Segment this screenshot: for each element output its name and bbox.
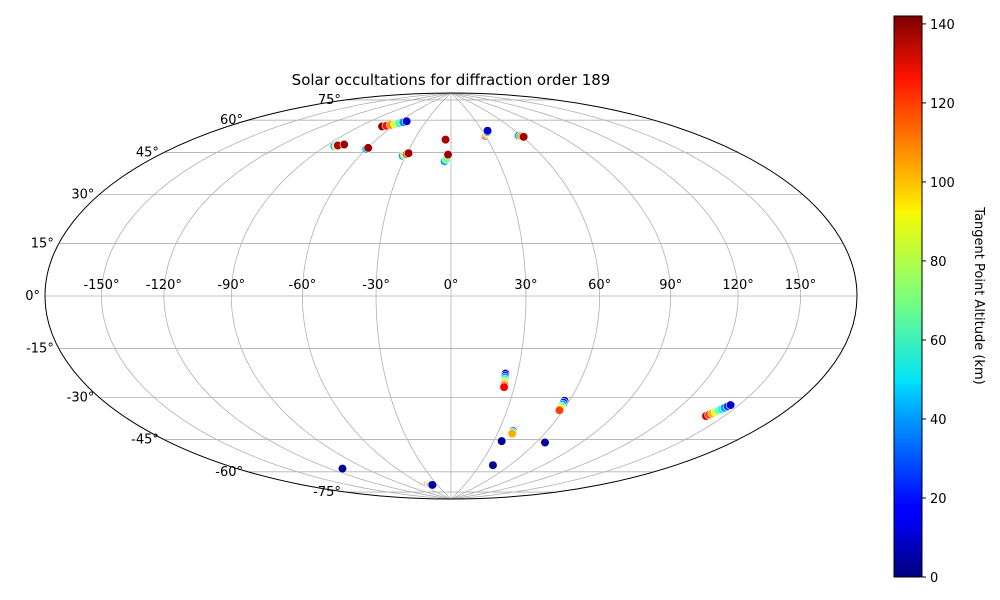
y-tick-label: 15° (31, 236, 54, 251)
y-tick-label: 75° (318, 93, 341, 108)
colorbar-label: Tangent Point Altitude (km) (971, 206, 986, 384)
y-tick-label: -60° (215, 465, 243, 480)
colorbar-scale (893, 15, 923, 578)
colorbar-tick-label: 60 (930, 334, 947, 349)
colorbar-tick-label: 20 (930, 492, 947, 507)
data-point (402, 116, 412, 126)
x-tick-label: 120° (722, 278, 753, 293)
data-point (554, 405, 565, 415)
data-point (339, 139, 349, 150)
x-tick-label: -120° (146, 278, 182, 293)
x-tick-label: 30° (514, 278, 537, 293)
x-tick-label: 150° (785, 278, 816, 293)
x-tick-label: -90° (217, 278, 245, 293)
data-point (507, 428, 517, 439)
y-tick-label: 60° (220, 113, 243, 128)
x-tick-label: 60° (588, 278, 611, 293)
chart-title: Solar occultations for diffraction order… (292, 71, 611, 89)
x-tick-label: 90° (659, 278, 682, 293)
colorbar-ticks: 0 20 40 60 80 100 120 140 (922, 18, 955, 586)
colorbar-tick-label: 0 (930, 571, 938, 586)
x-tick-labels: -150° -120° -90° -60° -30° 0° 30° 60° 90° 120° 150… (83, 278, 816, 293)
y-tick-label: -15° (26, 342, 54, 357)
data-point (443, 150, 453, 160)
data-point (363, 143, 373, 153)
colorbar-tick-label: 100 (930, 176, 955, 191)
data-point (519, 132, 529, 142)
x-tick-label: -150° (83, 278, 119, 293)
y-tick-label: -30° (67, 391, 95, 406)
x-tick-label: -30° (362, 278, 390, 293)
colorbar-tick-label: 140 (930, 18, 955, 33)
data-point (440, 135, 451, 145)
data-point (403, 148, 414, 158)
colorbar-tick-label: 80 (930, 255, 947, 270)
data-point (337, 464, 348, 474)
data-point (499, 382, 509, 392)
y-tick-labels: -75° -60° -45° -30° -15° 0° 15° 30° 45° 60° 75° (25, 93, 341, 500)
data-point (540, 437, 550, 448)
data-points (329, 116, 736, 490)
colorbar-tick-label: 40 (930, 413, 947, 428)
data-point (725, 400, 736, 410)
data-point (482, 126, 493, 136)
colorbar-tick-label: 120 (930, 97, 955, 112)
data-point (497, 436, 507, 446)
x-tick-label: 0° (444, 278, 459, 293)
y-tick-label: 0° (25, 289, 40, 304)
y-tick-label: 30° (71, 188, 94, 203)
y-tick-label: 45° (136, 145, 159, 160)
colorbar: 0 20 40 60 80 100 120 140 Tangent Point Altitud… (893, 15, 986, 586)
x-tick-label: -60° (289, 278, 317, 293)
grid (45, 93, 857, 499)
data-point (427, 480, 437, 490)
y-tick-label: -75° (313, 485, 341, 500)
y-tick-label: -45° (131, 433, 159, 448)
data-point (488, 460, 498, 470)
map-border (44, 92, 858, 500)
